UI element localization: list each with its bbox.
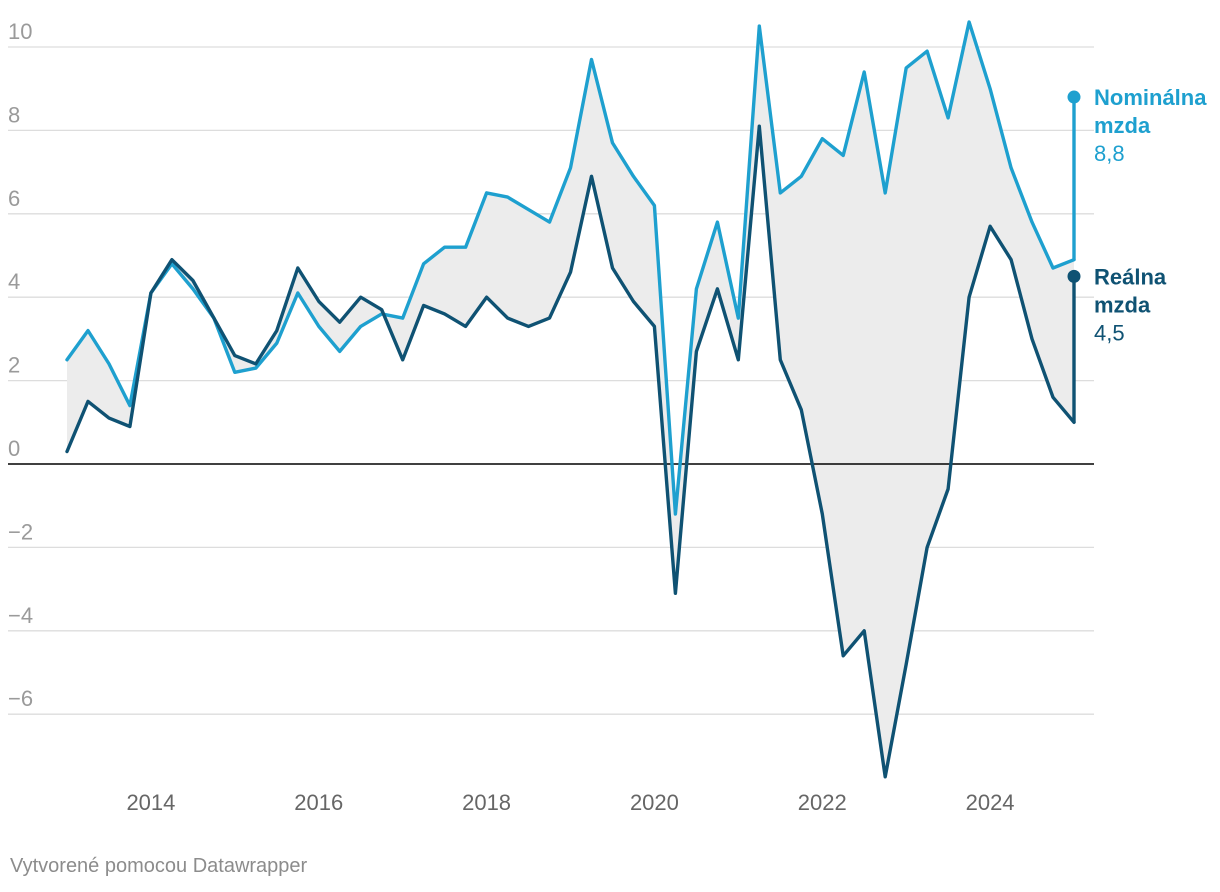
- y-tick-label: −4: [8, 603, 33, 628]
- y-axis-tick-labels: 10 8 6 4 2 0 −2 −4 −6: [8, 19, 33, 711]
- nominal-wage-label-line1: Nominálna: [1094, 85, 1207, 110]
- difference-area: [67, 22, 1074, 777]
- y-tick-label: 10: [8, 19, 32, 44]
- real-wage-last-value: 4,5: [1094, 320, 1125, 345]
- y-tick-label: 0: [8, 436, 20, 461]
- x-tick-label: 2016: [294, 790, 343, 815]
- x-axis-tick-labels: 2014 2016 2018 2020 2022 2024: [126, 790, 1014, 815]
- real-wage-line: [65, 124, 1076, 779]
- x-tick-label: 2022: [798, 790, 847, 815]
- nominal-wage-end-dot: [1067, 90, 1081, 104]
- y-tick-label: −6: [8, 686, 33, 711]
- y-tick-label: 8: [8, 102, 20, 127]
- area-between-series: [67, 22, 1074, 777]
- y-tick-label: 4: [8, 269, 20, 294]
- x-tick-label: 2014: [126, 790, 175, 815]
- y-tick-label: 2: [8, 353, 20, 378]
- source-credit: Vytvorené pomocou Datawrapper: [10, 855, 308, 877]
- nominal-wage-last-value: 8,8: [1094, 141, 1125, 166]
- nominal-wage-label-line2: mzda: [1094, 113, 1151, 138]
- x-tick-label: 2020: [630, 790, 679, 815]
- x-tick-label: 2024: [966, 790, 1015, 815]
- nominal-wage-line: [65, 20, 1076, 516]
- y-tick-label: 6: [8, 186, 20, 211]
- y-tick-label: −2: [8, 519, 33, 544]
- series-lines: [65, 20, 1076, 779]
- real-wage-end-dot: [1067, 269, 1081, 283]
- real-wage-label-line1: Reálna: [1094, 264, 1167, 289]
- series-end-labels: Nominálna mzda 8,8 Reálna mzda 4,5: [1067, 85, 1207, 423]
- x-tick-label: 2018: [462, 790, 511, 815]
- real-wage-label-line2: mzda: [1094, 292, 1151, 317]
